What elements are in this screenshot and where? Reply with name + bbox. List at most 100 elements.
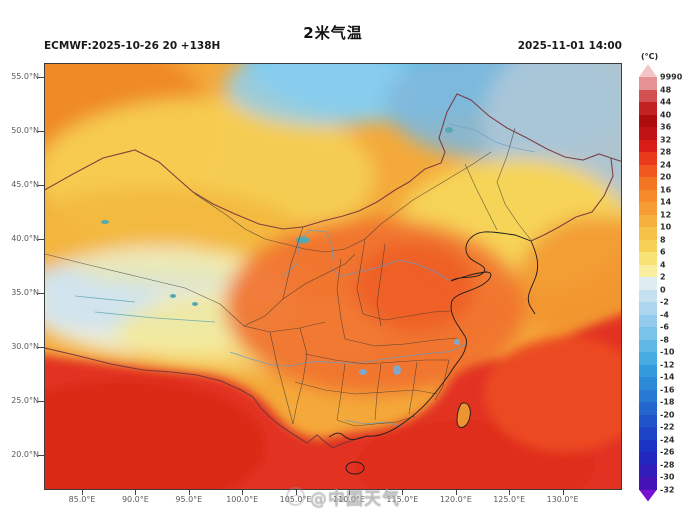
- colorbar-tick-label: 40: [660, 110, 672, 119]
- colorbar-cell: [639, 477, 657, 490]
- colorbar-tick-label: 20: [660, 172, 672, 182]
- colorbar-tick-label: 16: [660, 185, 672, 194]
- lon-tick-mark: [509, 490, 511, 495]
- colorbar-cell: [639, 227, 657, 240]
- colorbar-cell: [639, 414, 657, 427]
- colorbar-bottom-arrow: [639, 489, 657, 502]
- colorbar-tick-label: 14: [660, 197, 672, 207]
- colorbar-cell: [639, 127, 657, 140]
- colorbar-tick-label: -22: [660, 422, 675, 432]
- colorbar-tick-label: -10: [660, 347, 675, 357]
- colorbar-tick-label: -2: [660, 297, 669, 307]
- colorbar-cell: [639, 264, 657, 277]
- lon-tick-label: 85.0°E: [68, 495, 96, 504]
- valid-time: 2025-11-01 14:00: [517, 40, 622, 52]
- colorbar-cell: [639, 377, 657, 390]
- colorbar-tick-label: -6: [660, 322, 669, 332]
- colorbar-cell: [639, 77, 657, 90]
- colorbar-cell: [639, 252, 657, 265]
- colorbar-cell: [639, 427, 657, 440]
- colorbar: [639, 64, 657, 502]
- colorbar-tick-label: 6: [660, 247, 666, 257]
- lon-tick-mark: [295, 490, 297, 495]
- lat-tick-label: 55.0°N: [11, 72, 39, 81]
- lon-tick-label: 125.0°E: [493, 495, 526, 504]
- national-border: [45, 93, 621, 449]
- colorbar-tick-label: 48: [660, 85, 672, 94]
- colorbar-cell: [639, 327, 657, 340]
- colorbar-cell: [639, 214, 657, 227]
- colorbar-cell: [639, 189, 657, 202]
- colorbar-tick-label: -30: [660, 472, 675, 482]
- lat-tick-label: 50.0°N: [11, 126, 39, 135]
- colorbar-tick-label: -4: [660, 310, 669, 319]
- colorbar-cell: [639, 102, 657, 115]
- colorbar-top-arrow: [639, 64, 657, 77]
- lon-tick-label: 115.0°E: [386, 495, 419, 504]
- colorbar-tick-label: 36: [660, 122, 672, 132]
- coastline: [328, 231, 539, 475]
- colorbar-tick-label: 8: [660, 235, 666, 244]
- colorbar-tick-label: 9990: [660, 72, 683, 82]
- colorbar-cell: [639, 164, 657, 177]
- colorbar-unit: (°C): [641, 52, 659, 61]
- colorbar-tick-label: -16: [660, 385, 675, 394]
- lon-tick-label: 100.0°E: [226, 495, 259, 504]
- colorbar-tick-label: 24: [660, 160, 672, 169]
- colorbar-cell: [639, 177, 657, 190]
- colorbar-cell: [639, 89, 657, 102]
- colorbar-tick-label: -32: [660, 485, 675, 494]
- lon-tick-mark: [188, 490, 190, 495]
- lon-tick-label: 90.0°E: [121, 495, 149, 504]
- colorbar-cell: [639, 114, 657, 127]
- colorbar-cell: [639, 289, 657, 302]
- model-run-info: ECMWF:2025-10-26 20 +138H: [44, 40, 221, 52]
- lon-tick-label: 130.0°E: [546, 495, 579, 504]
- colorbar-tick-label: 44: [660, 97, 672, 107]
- lon-tick-mark: [135, 490, 137, 495]
- colorbar-cells: [639, 77, 657, 490]
- colorbar-tick-label: -20: [660, 410, 675, 419]
- colorbar-tick-label: -26: [660, 447, 675, 457]
- colorbar-tick-label: -18: [660, 397, 675, 407]
- colorbar-cell: [639, 277, 657, 290]
- lon-tick-mark: [82, 490, 83, 495]
- colorbar-tick-label: 2: [660, 272, 666, 282]
- colorbar-cell: [639, 452, 657, 465]
- colorbar-cell: [639, 314, 657, 327]
- colorbar-cell: [639, 152, 657, 165]
- lat-tick-label: 45.0°N: [11, 180, 39, 189]
- lat-tick-label: 20.0°N: [11, 450, 39, 459]
- lon-tick-mark: [402, 490, 404, 495]
- colorbar-tick-label: 0: [660, 285, 666, 294]
- lon-tick-label: 120.0°E: [439, 495, 472, 504]
- colorbar-tick-label: -28: [660, 460, 675, 469]
- map-svg: [45, 64, 621, 489]
- province-borders: [45, 127, 532, 427]
- temperature-field: [45, 64, 621, 489]
- lat-tick-label: 35.0°N: [11, 288, 39, 297]
- colorbar-tick-label: 12: [660, 210, 672, 219]
- lon-tick-mark: [562, 490, 564, 495]
- colorbar-tick-label: -8: [660, 335, 669, 344]
- lat-tick-label: 40.0°N: [11, 234, 39, 243]
- colorbar-cell: [639, 239, 657, 252]
- lon-tick-mark: [242, 490, 244, 495]
- lon-tick-label: 95.0°E: [175, 495, 203, 504]
- colorbar-cell: [639, 389, 657, 402]
- lat-tick-label: 25.0°N: [11, 396, 39, 405]
- lon-tick-mark: [349, 490, 350, 495]
- colorbar-cell: [639, 339, 657, 352]
- colorbar-cell: [639, 439, 657, 452]
- colorbar-tick-label: 10: [660, 222, 672, 232]
- page-title: 2米气温: [303, 24, 363, 42]
- lon-tick-label: 105.0°E: [279, 495, 312, 504]
- colorbar-cell: [639, 364, 657, 377]
- china-temperature-map: 审图号: GS (2024) 0650号: [44, 63, 622, 490]
- colorbar-tick-label: 4: [660, 260, 666, 269]
- colorbar-cell: [639, 202, 657, 215]
- colorbar-tick-label: -14: [660, 372, 675, 382]
- colorbar-cell: [639, 464, 657, 477]
- colorbar-cell: [639, 302, 657, 315]
